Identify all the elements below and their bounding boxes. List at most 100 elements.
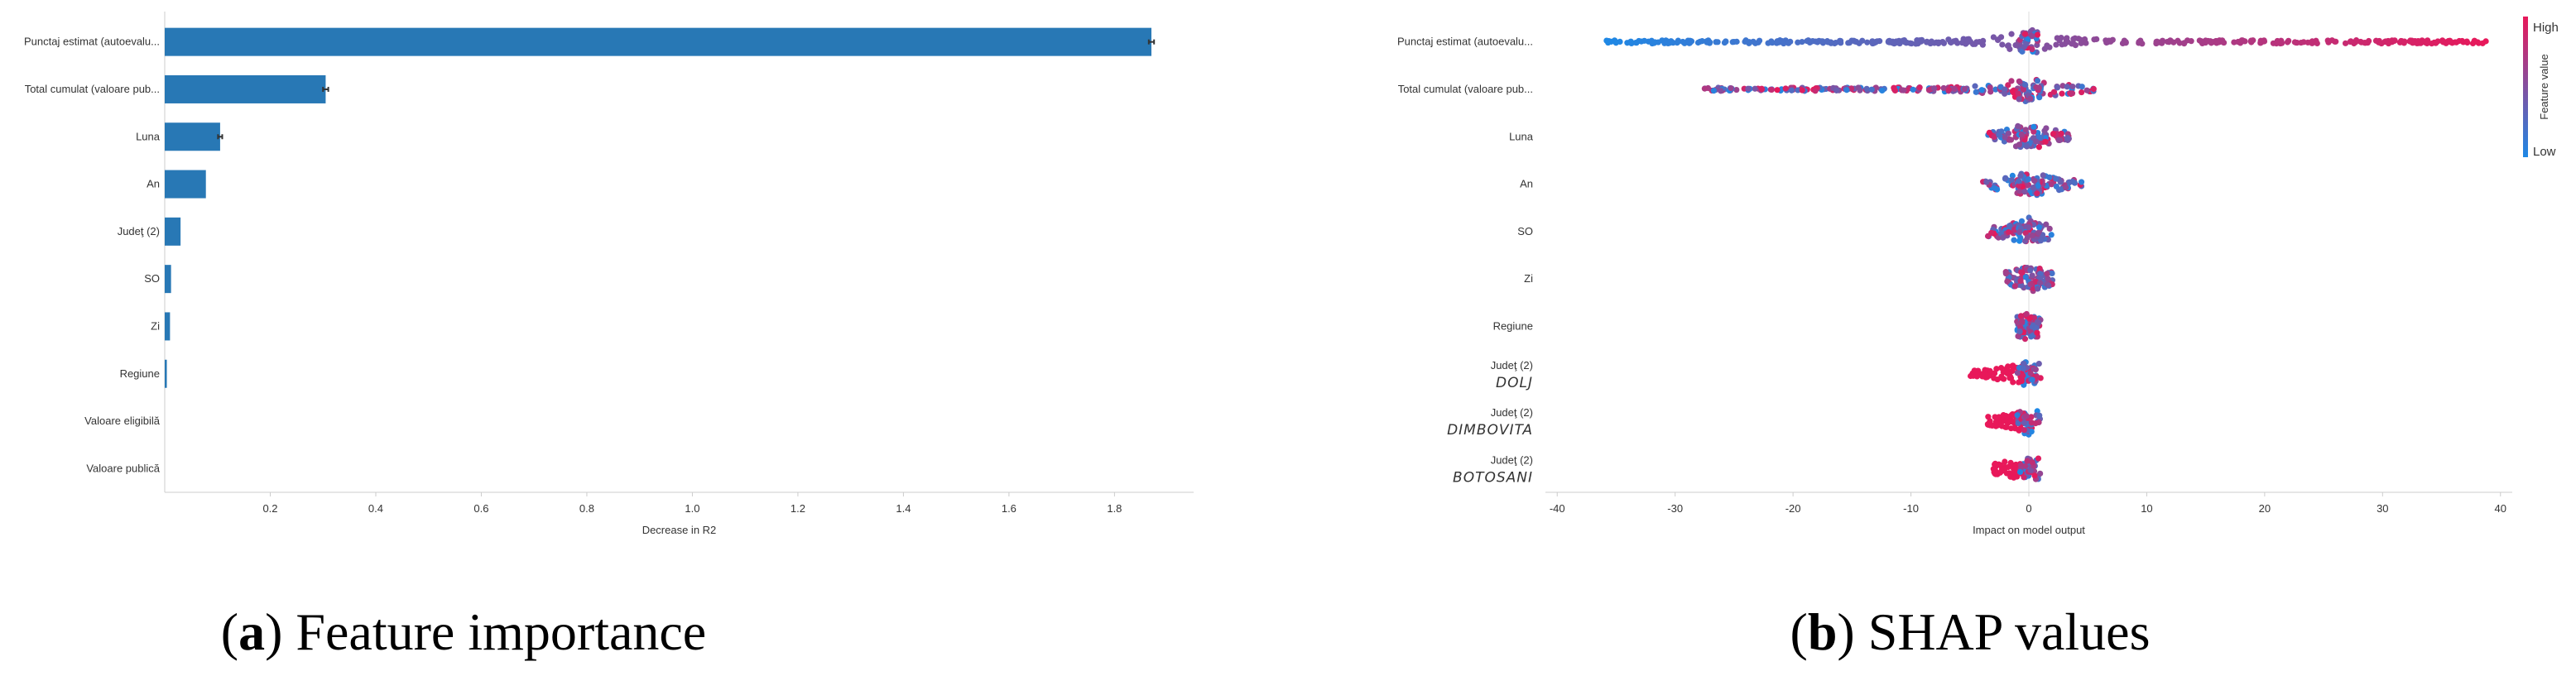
caption-b-open: ( — [1790, 602, 1808, 661]
shap-point — [2015, 90, 2021, 97]
shap-point — [2035, 224, 2043, 231]
shap-point — [1799, 87, 1805, 93]
shap-point — [2016, 78, 2022, 84]
shap-point — [1837, 37, 1844, 45]
shap-point — [1930, 85, 1938, 92]
shap-point — [2348, 38, 2354, 45]
y-tick-sublabel: DOLJ — [1496, 375, 1533, 391]
shap-point — [1733, 86, 1740, 93]
shap-point — [1627, 38, 1634, 45]
shap-point — [2010, 379, 2016, 386]
shap-point — [1843, 87, 1850, 93]
caption-b-text: SHAP values — [1868, 602, 2151, 661]
y-tick-label: Zi — [1524, 272, 1533, 285]
shap-point — [2023, 310, 2030, 318]
shap-point — [2022, 230, 2029, 237]
shap-point — [2020, 365, 2026, 372]
shap-point — [2002, 86, 2008, 93]
shap-point — [2029, 272, 2035, 279]
shap-point — [2016, 96, 2022, 103]
shap-point — [2045, 282, 2052, 289]
shap-point — [2056, 37, 2063, 44]
x-tick-label: 1.8 — [1107, 502, 1122, 515]
shap-point — [2298, 39, 2304, 46]
shap-point — [2176, 40, 2183, 46]
caption-b: (b) SHAP values — [1790, 602, 2151, 661]
shap-point — [2021, 474, 2027, 481]
shap-point — [1745, 85, 1752, 92]
shap-point — [2034, 78, 2041, 84]
shap-point — [2015, 122, 2021, 129]
shap-point — [1979, 41, 1986, 48]
y-tick-label: Judeţ (2) — [1491, 453, 1533, 466]
shap-point — [1721, 39, 1728, 46]
shap-point — [2017, 172, 2024, 180]
shap-point — [2021, 427, 2027, 434]
bar — [165, 74, 326, 103]
shap-point — [1694, 39, 1702, 46]
shap-point — [1992, 185, 1999, 192]
y-tick-label: An — [147, 178, 160, 190]
shap-point — [2022, 463, 2029, 469]
shap-point — [1988, 229, 1995, 237]
shap-point — [1758, 86, 1765, 93]
shap-point — [2054, 84, 2061, 91]
shap-point — [2043, 125, 2050, 132]
shap-point — [2104, 39, 2111, 46]
shap-point — [2274, 37, 2280, 45]
shap-point — [2005, 363, 2011, 370]
shap-point — [2016, 468, 2024, 476]
shap-point — [2050, 131, 2057, 137]
shap-point — [1912, 41, 1920, 47]
shap-point — [2053, 175, 2059, 182]
shap-point — [1812, 88, 1819, 94]
y-tick-label: Judeţ (2) — [1491, 406, 1533, 419]
shap-point — [2136, 40, 2142, 46]
shap-point — [2005, 82, 2011, 89]
shap-point — [2031, 177, 2038, 185]
x-axis-title: Impact on model output — [1973, 524, 2085, 536]
y-tick-label: SO — [144, 272, 160, 285]
shap-point — [2008, 411, 2015, 419]
bar — [165, 170, 206, 199]
shap-point — [1908, 41, 1915, 47]
shap-point — [2063, 184, 2069, 191]
caption-a-close: ) — [265, 602, 296, 661]
x-tick-label: 0.8 — [579, 502, 594, 515]
shap-point — [1992, 423, 1999, 429]
x-tick-label: 20 — [2259, 502, 2271, 515]
shap-point — [2159, 40, 2165, 46]
bar — [165, 122, 220, 151]
shap-point — [2220, 39, 2228, 46]
shap-point — [2027, 267, 2034, 274]
shap-point — [1714, 39, 1721, 46]
shap-point — [2069, 90, 2076, 97]
shap-point — [1972, 83, 1978, 89]
shap-point — [2007, 137, 2015, 143]
shap-point — [1686, 40, 1693, 46]
shap-point — [1973, 367, 1979, 375]
x-tick-label: 0 — [2026, 502, 2031, 515]
shap-point — [2045, 276, 2051, 282]
y-tick-label: Valoare eligibilă — [84, 415, 161, 427]
shap-point — [2016, 188, 2023, 194]
x-tick-label: 30 — [2377, 502, 2388, 515]
shap-point — [2007, 425, 2015, 432]
shap-point — [2006, 228, 2012, 236]
caption-a: (a) Feature importance — [221, 602, 706, 661]
shap-point — [2035, 183, 2041, 189]
shap-point — [1706, 40, 1713, 46]
shap-point — [2083, 87, 2090, 93]
shap-point — [1863, 85, 1870, 92]
shap-point — [2079, 84, 2085, 90]
shap-point — [2024, 182, 2031, 189]
y-tick-label: SO — [1517, 225, 1533, 237]
y-tick-label: Regiune — [1493, 319, 1533, 332]
shap-point — [1864, 39, 1871, 46]
shap-point — [2078, 36, 2084, 43]
shap-point — [1945, 36, 1952, 43]
shap-point — [2204, 37, 2211, 45]
shap-point — [2389, 37, 2396, 44]
shap-point — [1945, 86, 1953, 93]
shap-point — [2046, 174, 2053, 180]
